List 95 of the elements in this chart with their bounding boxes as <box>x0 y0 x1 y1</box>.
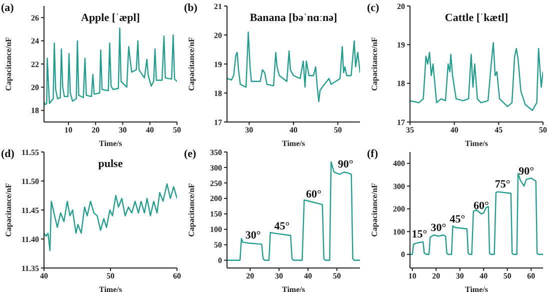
text: (c) <box>367 2 380 14</box>
text: pulse <box>97 158 124 170</box>
annotation: 45° <box>274 220 290 232</box>
x-tick-label: 40 <box>40 272 48 281</box>
y-tick-label: 18 <box>397 79 405 88</box>
x-tick-label: 35 <box>406 126 414 135</box>
x-tick-label: 40 <box>304 272 312 281</box>
annotation: 90° <box>518 165 534 178</box>
line-series <box>410 42 543 111</box>
line-series <box>44 183 177 252</box>
y-tick-label: 20 <box>31 83 39 92</box>
y-tick-label: 26 <box>31 13 39 22</box>
x-tick-label: 50 <box>173 126 181 135</box>
x-tick-label: 20 <box>432 272 440 281</box>
annotation: 60° <box>474 200 489 212</box>
y-axis-title: Capacitance/nF <box>186 183 196 237</box>
annotation: 30° <box>430 222 446 234</box>
x-tick-label: 20 <box>246 272 254 281</box>
annotation: 60° <box>306 188 322 200</box>
x-tick-label: 50 <box>334 126 342 135</box>
x-tick-label: 30 <box>456 272 464 281</box>
y-tick-label: 50 <box>214 240 222 250</box>
y-axis-title: Capacitance/nF <box>186 37 196 91</box>
y-tick-label: 11.40 <box>21 234 39 244</box>
y-tick-label: 150 <box>210 210 222 219</box>
x-axis-title: Time/s <box>465 285 488 292</box>
x-tick-label: 10 <box>408 272 416 281</box>
y-tick-label: 11.50 <box>21 176 39 186</box>
text: (d) <box>1 148 14 160</box>
x-tick-label: 50 <box>332 272 341 281</box>
x-tick-label: 60 <box>527 272 536 281</box>
y-tick-label: 300 <box>210 163 222 172</box>
y-tick-label: 200 <box>210 194 222 204</box>
x-tick-label: 30 <box>275 272 284 281</box>
y-tick-label: 0 <box>218 256 222 266</box>
text: Cattle [ˈkætl] <box>444 12 510 24</box>
x-axis-title: Time/s <box>282 139 305 148</box>
x-tick-label: 40 <box>290 126 298 135</box>
y-tick-label: 11.35 <box>21 264 39 273</box>
y-tick-label: 17 <box>397 118 405 127</box>
y-tick-label: 11.55 <box>21 148 39 157</box>
x-tick-label: 20 <box>92 126 100 135</box>
line-series <box>410 173 543 255</box>
y-axis-title: Capacitance/nF <box>4 183 13 237</box>
x-tick-label: 40 <box>450 126 458 135</box>
y-tick-label: 100 <box>210 225 222 234</box>
x-tick-label: 60 <box>173 272 181 281</box>
text: (a) <box>1 2 14 14</box>
line-series <box>227 161 360 261</box>
y-tick-label: 19 <box>214 60 222 69</box>
y-tick-label: 18 <box>31 106 39 116</box>
text: Banana [bəˈnɑːnə] <box>248 12 338 24</box>
x-axis-title: Time/s <box>282 285 305 292</box>
x-tick-label: 30 <box>118 126 127 135</box>
x-tick-label: 30 <box>245 126 254 135</box>
text: (f) <box>367 148 378 160</box>
y-tick-label: 100 <box>393 227 405 236</box>
y-tick-label: 350 <box>210 148 222 157</box>
annotation: 45° <box>450 214 466 226</box>
x-axis-title: Time/s <box>465 139 488 148</box>
x-tick-label: 50 <box>539 126 547 135</box>
y-tick-label: 17 <box>214 118 222 127</box>
text: (e) <box>184 148 196 160</box>
y-tick-label: 20 <box>214 30 222 40</box>
y-tick-label: 0 <box>401 250 405 260</box>
x-tick-label: 40 <box>480 272 488 281</box>
line-series <box>44 27 177 106</box>
x-tick-label: 50 <box>503 272 512 281</box>
text: Apple [ˈæpl] <box>80 12 141 24</box>
x-tick-label: 45 <box>494 126 503 135</box>
annotation: 30° <box>245 230 261 242</box>
y-tick-label: 22 <box>31 60 39 69</box>
y-tick-label: 400 <box>393 159 405 168</box>
line-series <box>227 32 360 102</box>
y-tick-label: 200 <box>393 204 405 214</box>
x-tick-label: 50 <box>106 272 114 281</box>
y-tick-label: 300 <box>393 182 405 191</box>
y-axis-title: Capacitance/nF <box>370 37 379 91</box>
y-axis-title: Capacitance/nF <box>370 183 379 237</box>
y-axis-title: Capacitance/nF <box>4 37 13 91</box>
annotation: 90° <box>338 158 354 170</box>
x-tick-label: 10 <box>64 126 72 135</box>
y-tick-label: 18 <box>214 88 222 98</box>
y-tick-label: 19 <box>397 40 405 50</box>
annotation: 75° <box>494 178 510 190</box>
x-axis-title: Time/s <box>99 285 122 292</box>
y-tick-label: 250 <box>210 178 222 188</box>
x-tick-label: 40 <box>146 126 154 135</box>
y-tick-label: 24 <box>31 36 39 46</box>
text: (b) <box>184 2 198 14</box>
y-tick-label: 21 <box>214 2 222 11</box>
x-axis-title: Time/s <box>99 139 122 148</box>
y-tick-label: 20 <box>397 2 405 11</box>
annotation: 15° <box>412 228 428 241</box>
y-tick-label: 11.45 <box>21 206 39 215</box>
